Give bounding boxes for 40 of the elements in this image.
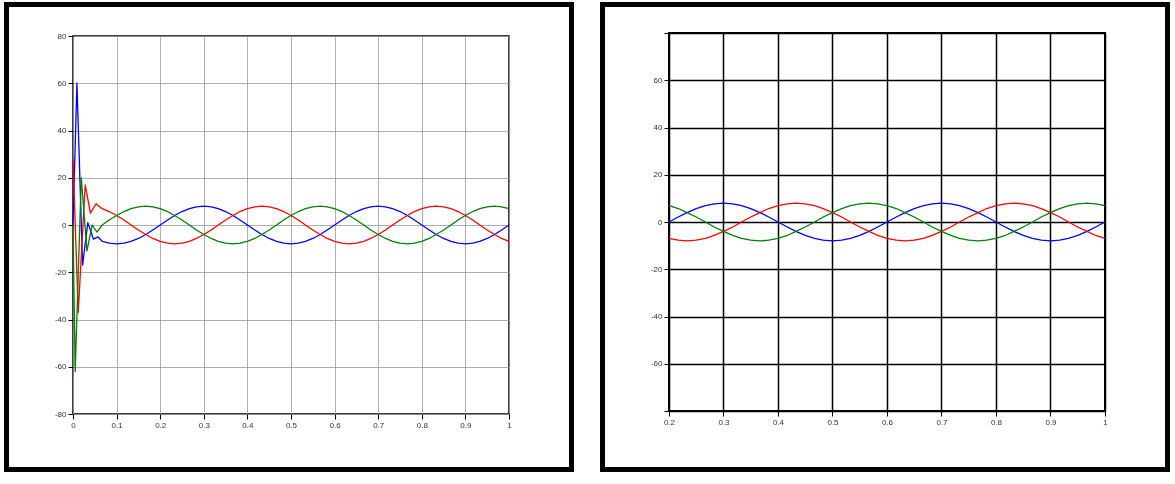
y-tick-label: 0	[658, 217, 664, 227]
y-tick-label: -20	[650, 264, 664, 274]
y-tick-label: 0	[62, 220, 68, 230]
y-tick-label: -80	[54, 409, 68, 419]
y-tick-label: 20	[57, 173, 68, 183]
y-tick-label: -40	[650, 312, 664, 321]
y-tick-label: 40	[57, 126, 68, 135]
x-tick-label: 0.9	[460, 420, 473, 430]
x-tick-label: 0.2	[155, 420, 167, 430]
y-tick-label: -60	[650, 359, 664, 369]
x-tick-label: 0.5	[285, 420, 298, 430]
x-tick-label: 0.1	[111, 420, 124, 430]
y-tick-label: -20	[54, 267, 68, 277]
line-series	[668, 202, 1106, 242]
y-tick-label: -40	[54, 315, 68, 324]
line-series	[72, 177, 510, 373]
x-tick-label: 0.4	[242, 420, 255, 430]
x-tick-label: 0.8	[990, 417, 1003, 427]
x-tick-label: 0.4	[772, 417, 785, 427]
x-tick-label: 0.7	[373, 420, 385, 430]
y-tick-label: 40	[653, 123, 664, 132]
x-tick-label: 0.8	[416, 420, 429, 430]
x-tick-label: 0.6	[881, 417, 894, 427]
x-tick-label: 0.2	[663, 417, 676, 427]
x-tick-label: 0.9	[1045, 417, 1058, 427]
x-tick-label: 0.3	[718, 417, 731, 427]
y-tick-label: 20	[653, 170, 664, 180]
x-tick-label: 1	[1103, 417, 1109, 427]
y-tick-label: 80	[57, 31, 68, 41]
x-tick-label: 0.3	[198, 420, 211, 430]
y-tick-label: 60	[57, 78, 68, 88]
y-tick-label: -60	[54, 362, 68, 372]
line-series	[72, 158, 510, 314]
x-tick-label: 0.5	[827, 417, 840, 427]
line-series	[72, 82, 510, 266]
x-tick-label: 0.6	[329, 420, 342, 430]
x-tick-label: 0	[71, 420, 77, 430]
x-tick-label: 1	[507, 420, 513, 430]
x-tick-label: 0.7	[936, 417, 949, 427]
y-tick-label: 60	[653, 75, 664, 85]
